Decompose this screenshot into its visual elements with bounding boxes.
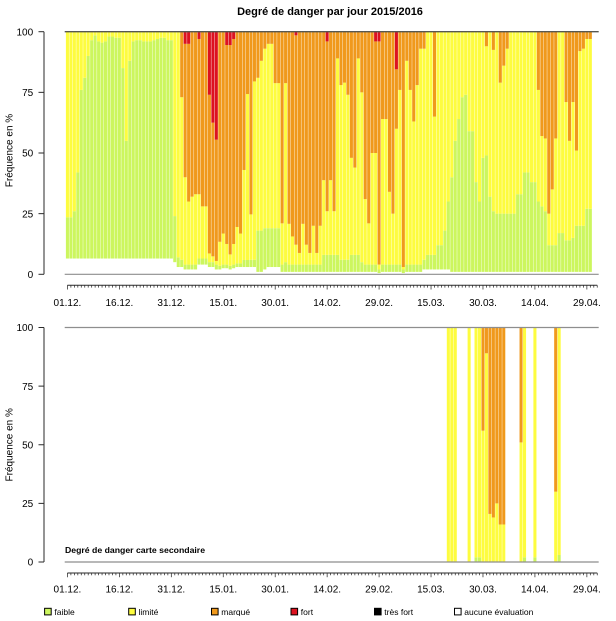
svg-text:limité: limité — [139, 607, 159, 616]
svg-text:marqué: marqué — [221, 607, 250, 616]
svg-text:14.04.: 14.04. — [521, 298, 549, 309]
svg-text:25: 25 — [22, 499, 34, 510]
svg-text:fort: fort — [301, 607, 314, 616]
svg-text:29.02.: 29.02. — [365, 584, 393, 595]
svg-text:aucune évaluation: aucune évaluation — [464, 607, 533, 616]
svg-text:30.01.: 30.01. — [261, 584, 289, 595]
svg-text:14.02.: 14.02. — [313, 584, 341, 595]
svg-text:75: 75 — [22, 88, 34, 99]
svg-text:100: 100 — [17, 323, 34, 334]
svg-text:01.12.: 01.12. — [54, 298, 82, 309]
svg-text:très fort: très fort — [384, 607, 413, 616]
svg-text:75: 75 — [22, 382, 34, 393]
svg-text:100: 100 — [17, 27, 34, 38]
svg-text:15.01.: 15.01. — [209, 584, 237, 595]
svg-text:30.01.: 30.01. — [261, 298, 289, 309]
svg-text:Degré de danger carte secondai: Degré de danger carte secondaire — [65, 545, 205, 555]
svg-text:29.02.: 29.02. — [365, 298, 393, 309]
svg-text:30.03.: 30.03. — [469, 584, 497, 595]
svg-text:01.12.: 01.12. — [54, 584, 82, 595]
svg-text:Fréquence en %: Fréquence en % — [4, 408, 15, 481]
svg-text:15.03.: 15.03. — [417, 584, 445, 595]
svg-text:Degré de danger par jour 2015/: Degré de danger par jour 2015/2016 — [237, 6, 423, 18]
svg-text:29.04.: 29.04. — [573, 298, 601, 309]
svg-text:14.04.: 14.04. — [521, 584, 549, 595]
svg-text:31.12.: 31.12. — [157, 298, 185, 309]
svg-text:16.12.: 16.12. — [105, 298, 133, 309]
svg-text:15.01.: 15.01. — [209, 298, 237, 309]
svg-text:0: 0 — [28, 558, 34, 569]
svg-text:50: 50 — [22, 440, 34, 451]
svg-text:0: 0 — [28, 270, 34, 281]
svg-text:faible: faible — [54, 607, 75, 616]
svg-text:14.02.: 14.02. — [313, 298, 341, 309]
svg-text:30.03.: 30.03. — [469, 298, 497, 309]
svg-text:29.04.: 29.04. — [573, 584, 601, 595]
svg-text:15.03.: 15.03. — [417, 298, 445, 309]
svg-text:16.12.: 16.12. — [105, 584, 133, 595]
svg-text:25: 25 — [22, 209, 34, 220]
svg-text:Fréquence en %: Fréquence en % — [4, 114, 15, 187]
svg-text:50: 50 — [22, 149, 34, 160]
svg-text:31.12.: 31.12. — [157, 584, 185, 595]
